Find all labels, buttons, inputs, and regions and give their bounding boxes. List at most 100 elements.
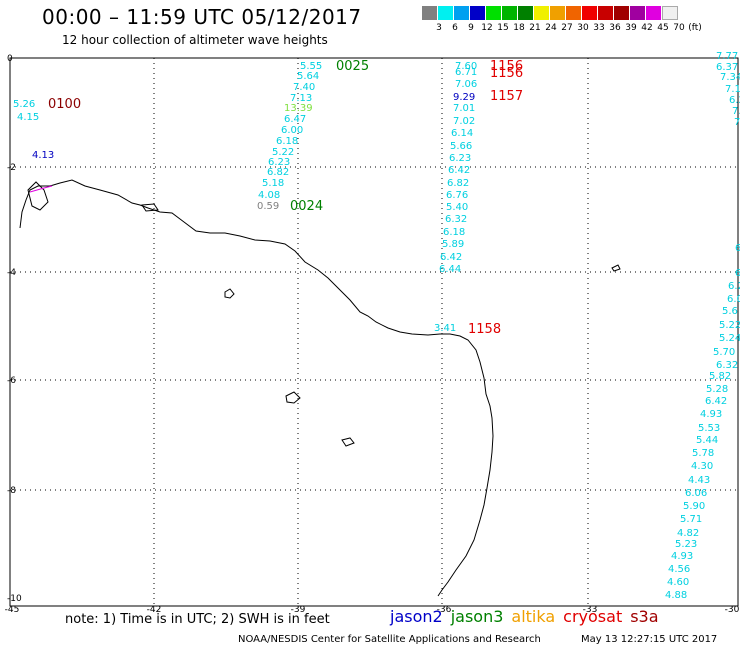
legend-swatch bbox=[614, 6, 630, 20]
wave-height-label: 5.64 bbox=[297, 71, 319, 82]
legend-label: 27 bbox=[561, 23, 573, 33]
island-coastline bbox=[341, 437, 355, 447]
wave-height-label: 4.88 bbox=[665, 590, 687, 601]
coastline bbox=[19, 179, 621, 597]
legend-swatch bbox=[534, 6, 550, 20]
wave-height-label: 3.41 bbox=[434, 323, 456, 334]
track-segment bbox=[29, 185, 53, 193]
wave-height-label: 4.93 bbox=[700, 409, 722, 420]
island-coastline bbox=[224, 288, 235, 299]
wave-height-label: 5.28 bbox=[706, 384, 728, 395]
legend-swatch bbox=[486, 6, 502, 20]
wave-height-label: 5.26 bbox=[13, 99, 35, 110]
wave-height-label: 5.82 bbox=[709, 371, 731, 382]
wave-height-label: 4.56 bbox=[668, 564, 690, 575]
wave-height-label: 6.47 bbox=[284, 114, 306, 125]
wave-height-label: 7.1 bbox=[732, 106, 740, 117]
legend-swatch bbox=[550, 6, 566, 20]
wave-height-label: 6.14 bbox=[451, 128, 473, 139]
wave-height-label: 6.71 bbox=[455, 67, 477, 78]
wave-height-label: 6.18 bbox=[276, 136, 298, 147]
wave-height-label: 7.06 bbox=[455, 79, 477, 90]
legend-label: 21 bbox=[529, 23, 541, 33]
satellite-cryosat: cryosat bbox=[563, 607, 623, 626]
legend-label: 24 bbox=[545, 23, 557, 33]
wave-height-label: 6.23 bbox=[449, 153, 471, 164]
wave-height-label: 7.60 bbox=[455, 61, 477, 72]
latitude-tick-label: -4 bbox=[7, 268, 16, 278]
satellite-altika: altika bbox=[511, 607, 556, 626]
island-coastline bbox=[27, 181, 49, 211]
legend-label: 18 bbox=[513, 23, 525, 33]
legend-swatch bbox=[454, 6, 470, 20]
legend-label: 3 bbox=[436, 23, 442, 33]
satellite-jason3: jason3 bbox=[450, 607, 504, 626]
island-coastline bbox=[141, 203, 159, 212]
wave-height-label: 4.82 bbox=[677, 528, 699, 539]
pass-time-label: 0024 bbox=[290, 199, 323, 214]
longitude-tick-label: -39 bbox=[291, 605, 306, 615]
credit-line: NOAA/NESDIS Center for Satellite Applica… bbox=[238, 634, 541, 645]
footnote: note: 1) Time is in UTC; 2) SWH is in fe… bbox=[65, 612, 330, 627]
wave-height-label: 7.40 bbox=[293, 82, 315, 93]
pass-time-label: 1157 bbox=[490, 89, 523, 104]
wave-height-label: 5.70 bbox=[713, 347, 735, 358]
legend-swatch bbox=[662, 6, 678, 20]
wave-height-label: 6.00 bbox=[281, 125, 303, 136]
wave-height-label: 7.34 bbox=[720, 72, 740, 83]
wave-height-label: 6.76 bbox=[446, 190, 468, 201]
legend-swatch bbox=[422, 6, 438, 20]
wave-height-label: 5.71 bbox=[680, 514, 702, 525]
wave-height-label: 6.2 bbox=[728, 281, 740, 292]
longitude-tick-label: -45 bbox=[5, 605, 20, 615]
generated-timestamp: May 13 12:27:15 UTC 2017 bbox=[581, 634, 718, 645]
pass-time-label: 1156 bbox=[490, 66, 523, 81]
longitude-tick-label: -33 bbox=[583, 605, 598, 615]
wave-height-label: 6.42 bbox=[705, 396, 727, 407]
lat-lon-grid: -45 -42 -39 -36 -33 -30 0 -2 -4 -6 -8 -10 bbox=[5, 54, 740, 615]
wave-height-label: 4.13 bbox=[32, 150, 54, 161]
wave-height-label: 5.89 bbox=[442, 239, 464, 250]
legend-label: 6 bbox=[452, 23, 458, 33]
legend-swatch bbox=[598, 6, 614, 20]
wave-height-label: 4.60 bbox=[667, 577, 689, 588]
latitude-tick-label: -10 bbox=[7, 594, 22, 604]
wave-height-label: 5.23 bbox=[675, 539, 697, 550]
wave-height-label: 5.6 bbox=[722, 306, 738, 317]
pass-time-label: 1158 bbox=[468, 322, 501, 337]
wave-height-label: 5.40 bbox=[446, 202, 468, 213]
wave-height-label: 5.22 bbox=[719, 320, 740, 331]
legend-unit: (ft) bbox=[688, 23, 702, 33]
wave-height-label: 6.32 bbox=[716, 360, 738, 371]
wave-height-label: 4.93 bbox=[671, 551, 693, 562]
wave-height-label: 6.37 bbox=[716, 62, 738, 73]
wave-height-label: 6.82 bbox=[447, 178, 469, 189]
legend-label: 45 bbox=[657, 23, 669, 33]
wave-height-label: 5.90 bbox=[683, 501, 705, 512]
legend-swatch bbox=[630, 6, 646, 20]
legend-label: 39 bbox=[625, 23, 637, 33]
wave-height-label: 5.66 bbox=[450, 141, 472, 152]
satellite-legend: jason2 jason3 altika cryosat s3a bbox=[390, 607, 667, 626]
wave-height-label: 5.24 bbox=[719, 333, 740, 344]
wave-height-label: 5.78 bbox=[692, 448, 714, 459]
longitude-tick-label: -42 bbox=[147, 605, 162, 615]
legend-label: 9 bbox=[468, 23, 474, 33]
latitude-tick-label: -8 bbox=[7, 486, 16, 496]
map-subtitle: 12 hour collection of altimeter wave hei… bbox=[62, 33, 328, 47]
longitude-tick-label: -30 bbox=[725, 605, 740, 615]
wave-height-label: 4.15 bbox=[17, 112, 39, 123]
color-scale-labels: 3 6 9 12 15 18 21 24 27 30 33 36 39 42 45 70 (ft) bbox=[422, 23, 722, 35]
satellite-jason2: jason2 bbox=[390, 607, 443, 626]
wave-height-label: 6.06 bbox=[685, 488, 707, 499]
wave-height-label: 6.42 bbox=[440, 252, 462, 263]
island-coastline bbox=[611, 264, 621, 272]
latitude-tick-label: -2 bbox=[7, 163, 16, 173]
latitude-tick-label: -6 bbox=[7, 376, 16, 386]
wave-height-label: 5.44 bbox=[696, 435, 718, 446]
legend-swatch bbox=[438, 6, 454, 20]
legend-swatch bbox=[518, 6, 534, 20]
wave-height-label: 7. bbox=[734, 117, 740, 128]
legend-swatch bbox=[470, 6, 486, 20]
